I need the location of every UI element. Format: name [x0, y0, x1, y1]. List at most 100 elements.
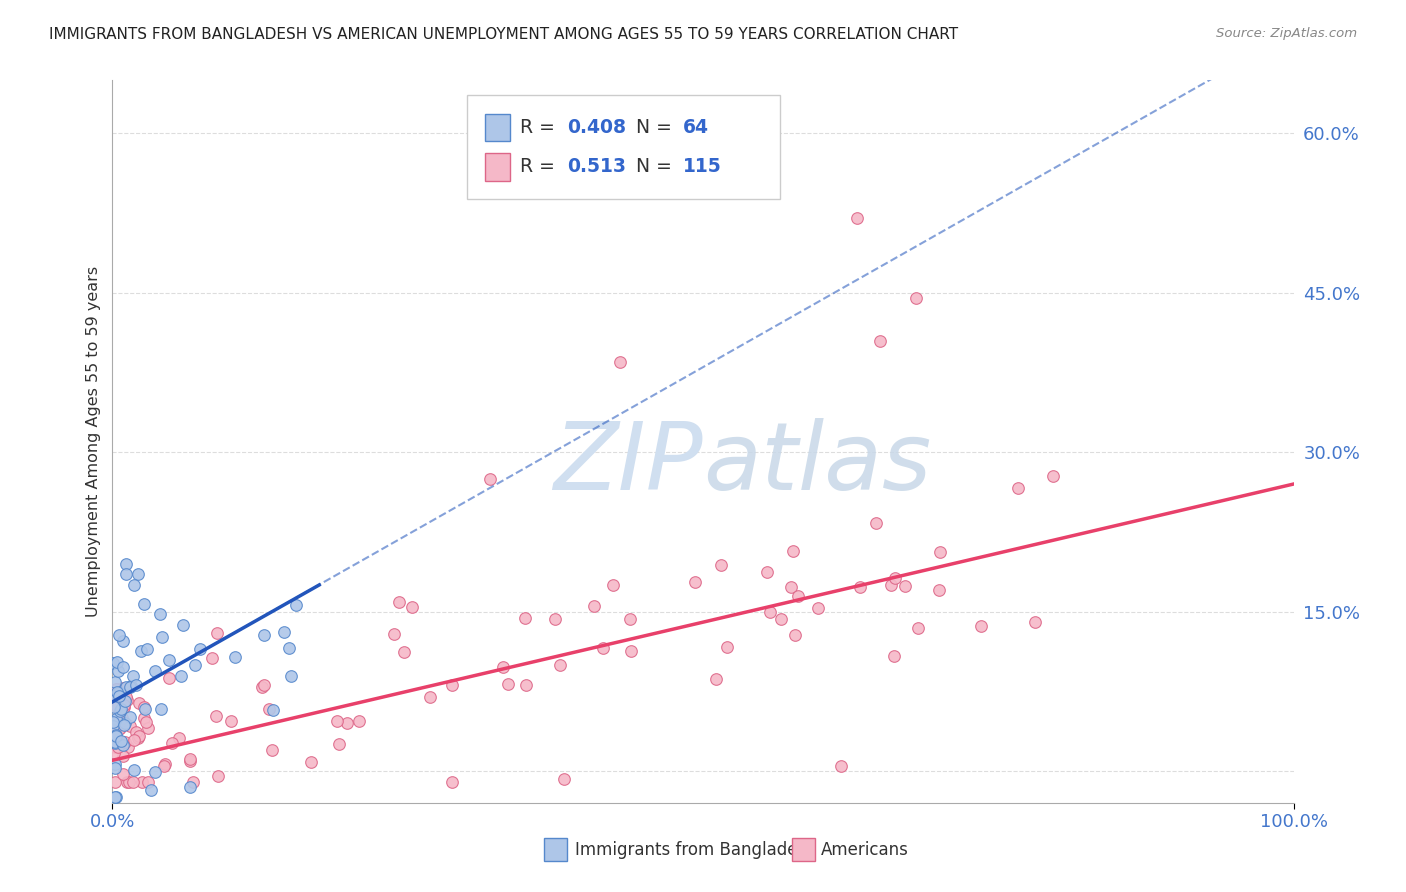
Point	[114, 734, 136, 748]
Point	[104, 756, 127, 771]
Point	[136, 774, 159, 789]
Point	[108, 721, 131, 735]
Point	[149, 607, 172, 621]
Bar	[544, 838, 567, 862]
Point	[153, 757, 176, 772]
Text: Source: ZipAtlas.com: Source: ZipAtlas.com	[1216, 27, 1357, 40]
Point	[879, 578, 901, 592]
Point	[347, 714, 370, 728]
Point	[110, 704, 132, 718]
Text: 0.513: 0.513	[567, 158, 626, 177]
Point	[112, 688, 135, 702]
Point	[583, 599, 606, 614]
Point	[440, 774, 463, 789]
Point	[710, 558, 733, 572]
Point	[207, 769, 229, 783]
Point	[683, 575, 706, 590]
Point	[118, 719, 141, 733]
Point	[111, 660, 134, 674]
Point	[440, 678, 463, 692]
Point	[883, 648, 905, 663]
Point	[127, 567, 149, 582]
Point	[252, 678, 274, 692]
Point	[179, 755, 201, 769]
Point	[122, 763, 145, 777]
Point	[849, 580, 872, 594]
Point	[190, 641, 212, 656]
Point	[108, 628, 131, 642]
Point	[125, 678, 148, 692]
Point	[107, 740, 129, 755]
Point	[262, 703, 284, 717]
Point	[112, 749, 135, 764]
Point	[280, 668, 302, 682]
Point	[103, 656, 125, 670]
Point	[128, 697, 150, 711]
Point	[118, 774, 141, 789]
Point	[160, 735, 183, 749]
Point	[756, 565, 779, 579]
Point	[121, 669, 143, 683]
Point	[883, 571, 905, 585]
Point	[104, 790, 127, 805]
Point	[115, 681, 138, 695]
Point	[257, 702, 280, 716]
Point	[253, 628, 276, 642]
Text: Americans: Americans	[821, 841, 908, 859]
Text: Immigrants from Bangladesh: Immigrants from Bangladesh	[575, 841, 817, 859]
Point	[207, 626, 229, 640]
Point	[118, 710, 141, 724]
Point	[103, 723, 125, 737]
Point	[167, 731, 190, 745]
Point	[117, 740, 139, 755]
Point	[783, 627, 806, 641]
Point	[758, 605, 780, 619]
Point	[869, 334, 891, 348]
Point	[132, 597, 155, 611]
Point	[969, 619, 991, 633]
Text: 64: 64	[683, 118, 709, 136]
Point	[779, 580, 801, 594]
Point	[250, 680, 273, 694]
Point	[136, 722, 159, 736]
Point	[112, 700, 135, 714]
Point	[122, 732, 145, 747]
Point	[299, 755, 322, 769]
Point	[107, 690, 129, 704]
Point	[143, 764, 166, 779]
Point	[260, 742, 283, 756]
Point	[769, 612, 792, 626]
Point	[114, 716, 136, 731]
Point	[928, 583, 950, 598]
Point	[139, 783, 162, 797]
Point	[104, 736, 127, 750]
Point	[928, 545, 950, 559]
Text: R =: R =	[520, 118, 561, 136]
Point	[108, 685, 131, 699]
Bar	[485, 113, 510, 141]
Point	[479, 472, 502, 486]
Point	[105, 729, 128, 743]
Point	[172, 617, 194, 632]
Point	[513, 611, 536, 625]
Point	[135, 714, 157, 729]
Point	[806, 601, 828, 615]
Point	[401, 599, 423, 614]
Point	[107, 664, 129, 678]
Point	[122, 774, 145, 789]
Point	[129, 644, 152, 658]
Point	[101, 697, 124, 711]
Point	[103, 715, 125, 730]
Point	[553, 772, 575, 787]
Point	[105, 655, 128, 669]
Point	[787, 589, 810, 603]
Point	[103, 774, 125, 789]
Point	[132, 710, 155, 724]
Point	[609, 355, 631, 369]
Point	[105, 685, 128, 699]
Point	[124, 578, 146, 592]
Point	[845, 211, 868, 226]
Point	[104, 728, 127, 742]
Text: R =: R =	[520, 158, 561, 177]
Text: ZIP: ZIP	[554, 417, 703, 508]
